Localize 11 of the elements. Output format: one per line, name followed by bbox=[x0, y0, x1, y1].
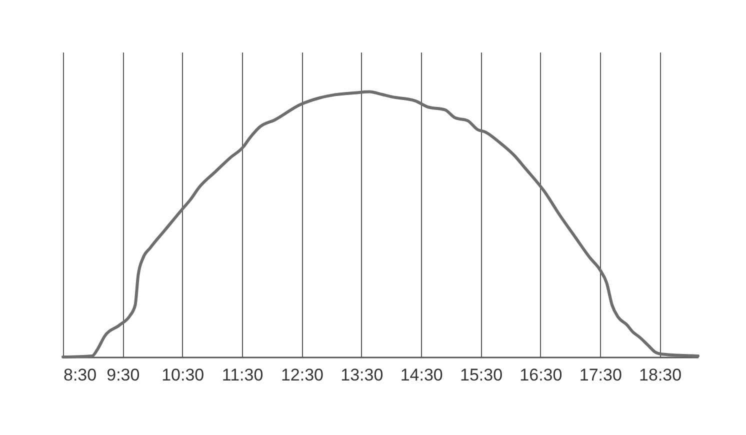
x-tick-label: 8:30 bbox=[64, 366, 97, 384]
x-tick-label: 14:30 bbox=[400, 366, 443, 384]
x-tick-label: 17:30 bbox=[579, 366, 622, 384]
x-tick-label: 9:30 bbox=[106, 366, 140, 384]
x-tick-label: 15:30 bbox=[460, 366, 503, 384]
x-tick-label: 10:30 bbox=[162, 366, 204, 384]
x-tick-label: 13:30 bbox=[340, 366, 384, 384]
x-tick-label: 12:30 bbox=[280, 366, 324, 384]
x-tick-label: 16:30 bbox=[520, 366, 562, 384]
x-tick-label: 11:30 bbox=[222, 366, 264, 384]
x-tick-label: 18:30 bbox=[639, 366, 682, 384]
